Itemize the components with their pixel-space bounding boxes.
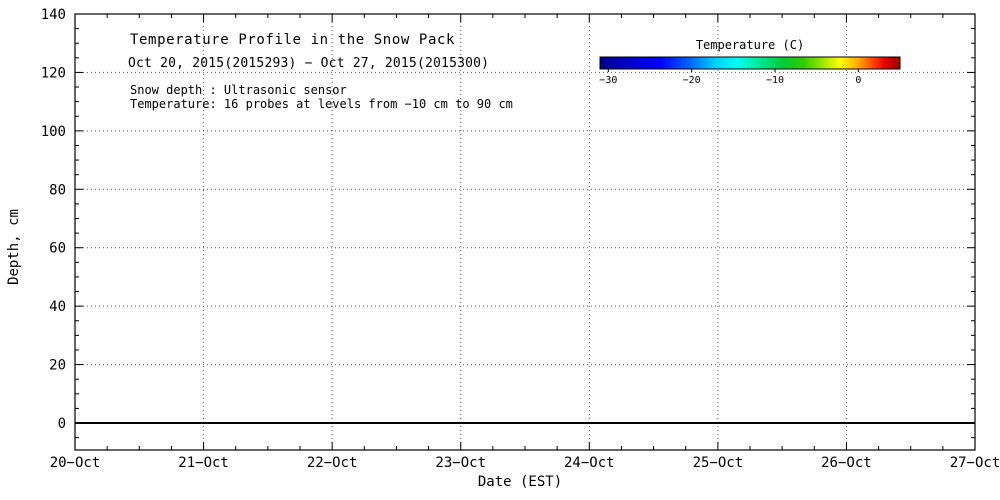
y-tick-label: 60 [49,241,66,257]
y-tick-label: 40 [49,299,66,315]
annotation-snow-depth: Snow depth : Ultrasonic sensor [130,83,347,97]
x-tick-label: 23−Oct [435,455,486,471]
x-tick-label: 21−Oct [178,455,229,471]
plot-border [74,13,976,451]
colorbar-tick-label: 0 [855,75,861,86]
y-tick-label: 20 [49,358,66,374]
x-tick-label: 25−Oct [693,455,744,471]
y-tick-label: 120 [41,65,66,81]
x-tick-label: 27−Oct [950,455,1000,471]
y-tick-label: 0 [58,416,66,432]
x-tick-label: 22−Oct [307,455,358,471]
colorbar-tick-label: −20 [683,75,701,86]
colorbar-tick-label: −30 [599,75,617,86]
x-tick-label: 20−Oct [50,455,101,471]
x-tick-label: 26−Oct [821,455,872,471]
chart-subtitle: Oct 20, 2015(2015293) − Oct 27, 2015(201… [128,56,490,71]
y-tick-label: 140 [41,7,66,23]
colorbar-label: Temperature (C) [695,38,805,52]
y-axis-label: Depth, cm [6,209,22,285]
x-axis-label: Date (EST) [477,474,563,490]
colorbar [599,56,901,70]
y-tick-label: 100 [41,124,66,140]
chart-title: Temperature Profile in the Snow Pack [130,32,456,48]
annotation-temperature: Temperature: 16 probes at levels from −1… [130,97,513,111]
colorbar-tick-label: −10 [766,75,784,86]
y-tick-label: 80 [49,182,66,198]
x-tick-label: 24−Oct [564,455,615,471]
